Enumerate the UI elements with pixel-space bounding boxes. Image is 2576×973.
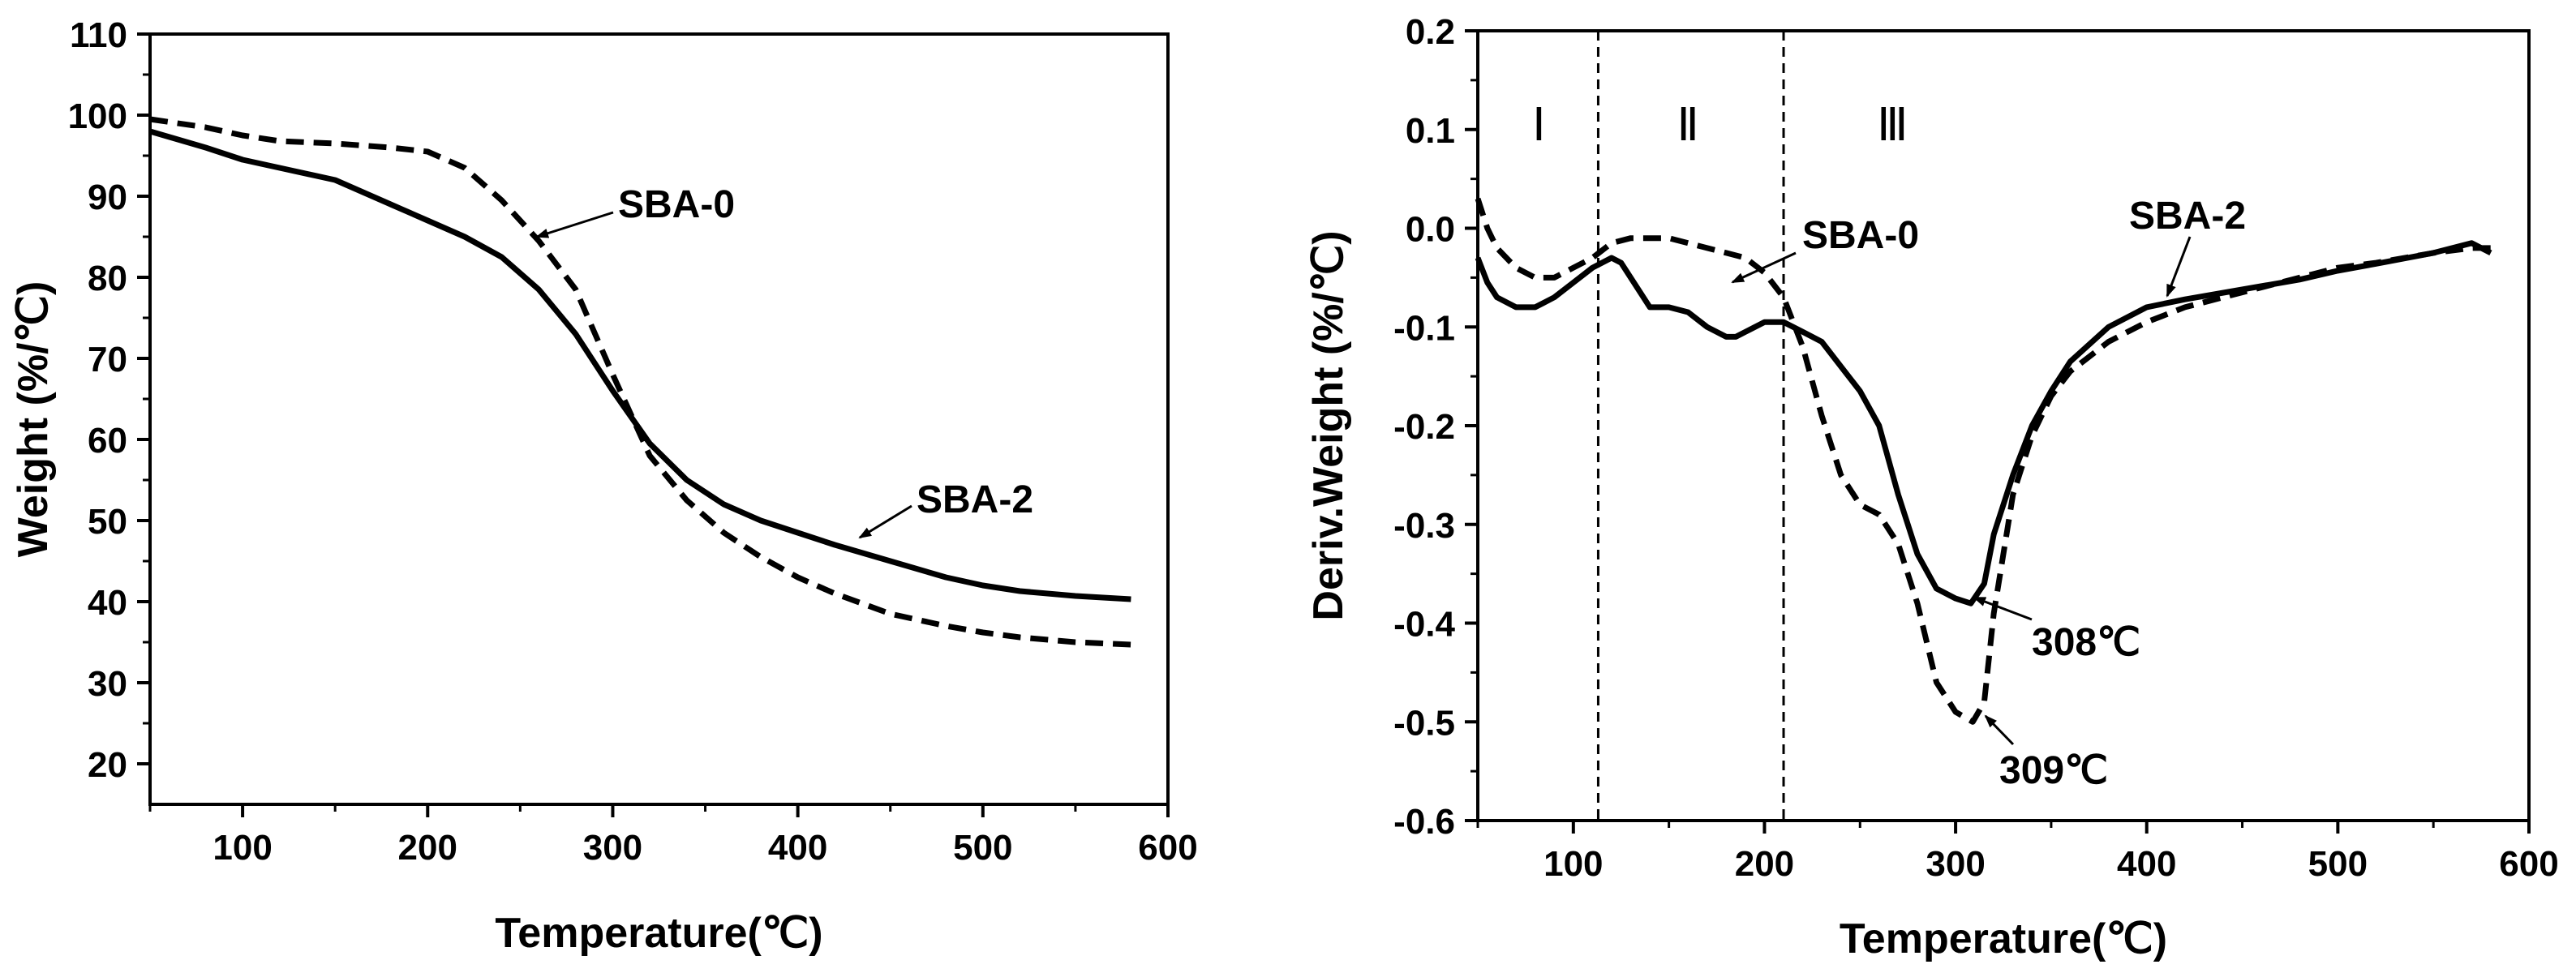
x-tick-label: 600 [1138,828,1197,868]
chart-deriv-weight-vs-temperature: Ⅰ Ⅱ Ⅲ 100 200 300 400 500 600 -0.6 -0.5 -0.4 -0.3 -0.… [1305,12,2559,962]
y-tick-label: 80 [88,259,127,298]
x-tick-label: 600 [2499,844,2558,884]
y-tick-label: -0.1 [1393,308,1455,348]
x-tick-label: 200 [1735,844,1794,884]
annotation-label: SBA-2 [917,478,1033,521]
x-tick-label: 400 [768,828,827,868]
y-tick-label: -0.3 [1393,506,1455,546]
series-line-sba-2 [149,128,1131,602]
x-tick-label: 200 [398,828,457,868]
annotation-label: 309℃ [1999,749,2108,792]
x-tick-label: 300 [1926,844,1985,884]
y-tick-label: 20 [88,745,127,785]
y-tick-label: 70 [88,340,127,379]
y-tick-label: 0.2 [1406,12,1455,52]
x-tick-label: 300 [583,828,642,868]
x-tick-label: 500 [953,828,1012,868]
y-tick-label: 40 [88,583,127,623]
x-tick-label: 400 [2117,844,2176,884]
chart-weight-vs-temperature: 100 200 300 400 500 600 20 30 40 50 60 70 80 90 100 110… [10,15,1198,957]
y-tick-label: 110 [70,15,127,55]
plot-frame [148,32,1170,806]
y-tick-label: -0.2 [1393,407,1455,447]
y-tick-label: 90 [88,178,127,217]
annotation-arrow [1984,714,2015,746]
y-tick-label: 0.0 [1406,210,1455,250]
region-label-3: Ⅲ [1877,101,1908,151]
y-axis-label: Weight (%/℃) [10,281,57,558]
y-tick-label: 50 [88,502,127,542]
region-label-1: Ⅰ [1532,101,1546,151]
y-tick-label: -0.4 [1393,605,1455,645]
annotation-arrow [1731,251,1797,284]
x-tick-label: 100 [1543,844,1603,884]
series-line-sba-0 [1475,197,2491,725]
annotation-label: SBA-0 [1802,214,1919,257]
y-tick-label: -0.6 [1393,802,1455,842]
plot-frame [1476,29,2531,822]
x-tick-label: 500 [2308,844,2368,884]
y-tick-label: 30 [88,664,127,704]
y-tick-label: 0.1 [1406,111,1455,151]
annotation-label: SBA-0 [618,183,735,226]
annotation-arrow [858,504,912,539]
y-axis-label: Deriv.Weight (%/℃) [1305,230,1352,620]
annotation-label: SBA-2 [2129,195,2246,238]
x-axis-label: Temperature(℃) [1840,915,2167,962]
y-tick-label: 100 [68,96,127,136]
annotation-arrow [1973,596,2033,621]
y-tick-label: 60 [88,421,127,461]
annotation-arrow [535,211,614,238]
annotation-label: 308℃ [2032,621,2140,664]
annotation-arrow [2166,236,2192,298]
region-label-2: Ⅱ [1677,101,1699,151]
x-axis-label: Temperature(℃) [495,910,822,957]
y-tick-label: -0.5 [1393,703,1455,743]
series-line-sba-2 [1475,240,2492,607]
x-tick-label: 100 [213,828,272,868]
